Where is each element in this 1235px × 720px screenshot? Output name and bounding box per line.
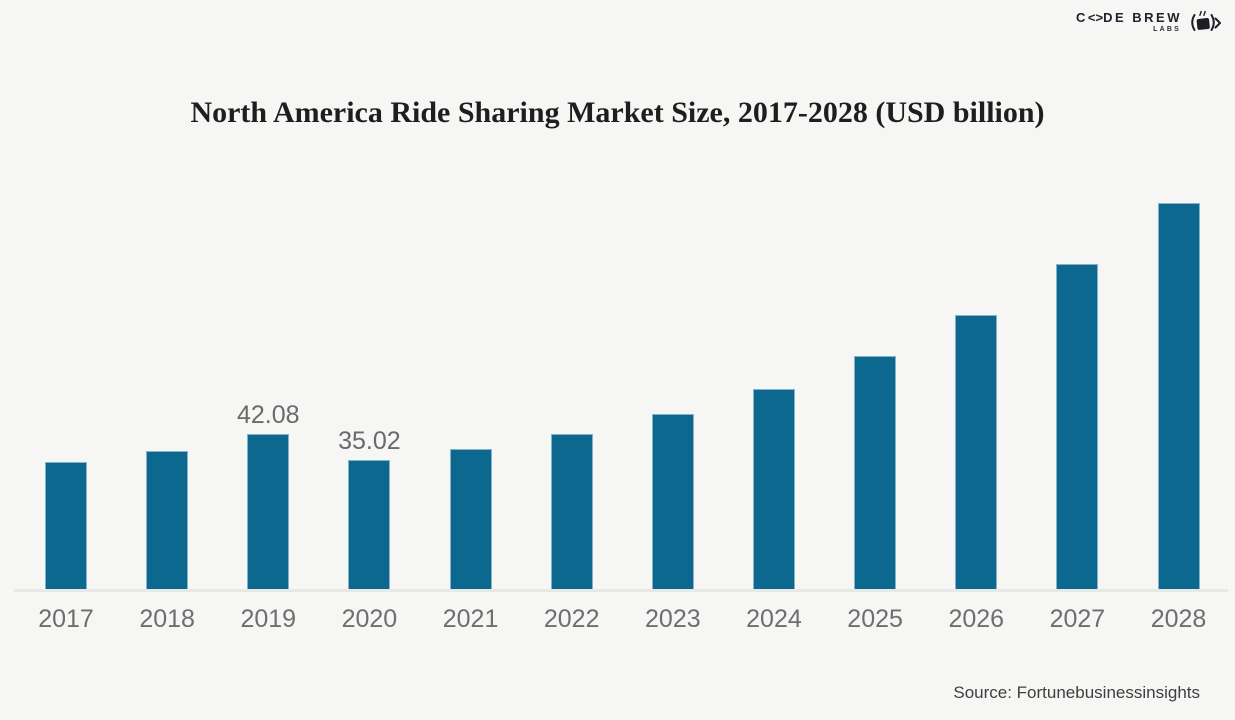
bar-2021	[449, 449, 492, 590]
bar-2027	[1056, 264, 1099, 590]
x-tick-2017: 2017	[38, 605, 94, 633]
logo-wordmark: C<>DE BREW LABS	[1076, 11, 1182, 34]
x-tick-2021: 2021	[442, 605, 499, 633]
bar-2024	[752, 389, 795, 590]
x-tick-2020: 2020	[341, 605, 398, 633]
bar-2020	[348, 460, 391, 590]
bar-2017	[45, 462, 87, 590]
logo-letter-c: C	[1076, 10, 1088, 25]
bar-value-label-2020: 35.02	[338, 427, 401, 455]
x-tick-2023: 2023	[645, 605, 701, 633]
logo-labs-text: LABS	[1153, 26, 1181, 33]
bar-2018	[146, 451, 189, 590]
logo-brand-text: C<>DE BREW	[1076, 11, 1182, 25]
x-tick-2025: 2025	[847, 605, 903, 633]
bar-2019	[247, 434, 290, 590]
x-tick-2026: 2026	[948, 605, 1005, 633]
logo-angle-brackets: <>	[1087, 10, 1104, 25]
code-brew-labs-logo: C<>DE BREW LABS	[1076, 11, 1221, 36]
coffee-cup-code-icon	[1191, 10, 1221, 31]
x-tick-2027: 2027	[1049, 605, 1106, 633]
bar-2023	[651, 414, 694, 590]
bar-2025	[854, 356, 897, 590]
x-tick-2019: 2019	[240, 605, 297, 633]
bar-2026	[955, 315, 998, 590]
source-note: Source: Fortunebusinessinsights	[953, 683, 1200, 702]
x-tick-2022: 2022	[543, 605, 600, 633]
bar-2028	[1157, 203, 1200, 590]
bar-value-label-2019: 42.08	[236, 401, 300, 429]
bar-2022	[550, 434, 593, 590]
logo-brand-rest: DE BREW	[1103, 10, 1182, 25]
x-axis-line	[14, 589, 1228, 592]
x-tick-2024: 2024	[746, 605, 802, 633]
x-tick-2028: 2028	[1150, 605, 1207, 633]
chart-title: North America Ride Sharing Market Size, …	[190, 96, 1045, 129]
x-tick-2018: 2018	[139, 605, 195, 633]
